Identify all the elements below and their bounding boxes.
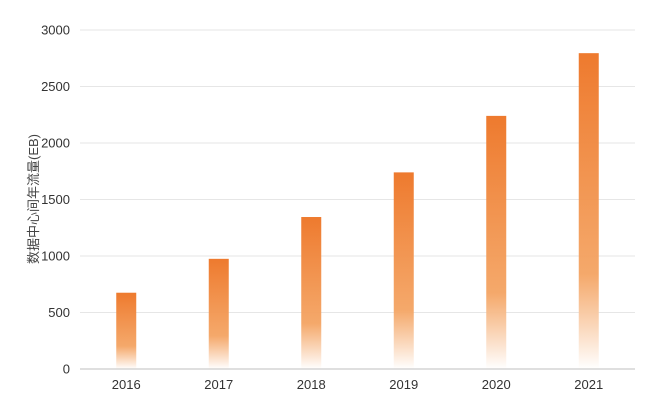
axes: 0 500 1000 1500 2000 2500 3000 2016 2017 2018 2019… [41,23,635,392]
y-tick-label: 3000 [41,23,70,38]
y-tick-label: 1000 [41,249,70,264]
x-tick-label: 2019 [389,377,418,392]
bar-2018 [301,217,322,369]
bar-2021 [578,53,599,369]
y-tick-label: 0 [63,362,70,377]
x-tick-label: 2020 [482,377,511,392]
bar-2017 [208,258,229,369]
bar-2016 [116,292,137,369]
gridlines [80,29,635,313]
bar-2019 [393,172,414,369]
x-tick-label: 2017 [204,377,233,392]
y-axis-title: 数据中心间年流量(EB) [26,134,41,264]
x-tick-label: 2016 [112,377,141,392]
bar-2020 [486,115,507,369]
y-tick-label: 500 [48,305,70,320]
y-tick-label: 1500 [41,192,70,207]
y-tick-label: 2000 [41,136,70,151]
x-tick-label: 2018 [297,377,326,392]
bars [116,53,599,369]
x-tick-label: 2021 [574,377,603,392]
y-tick-label: 2500 [41,79,70,94]
